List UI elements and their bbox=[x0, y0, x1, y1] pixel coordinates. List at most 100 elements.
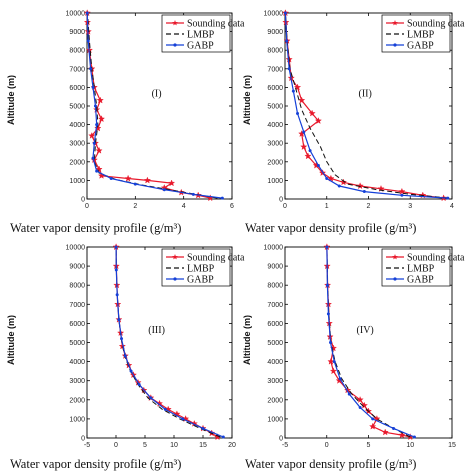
gabp-data-point bbox=[400, 193, 404, 197]
gabp-data-point bbox=[283, 11, 287, 15]
x-axis-label: Water vapor density profile (g/m³) bbox=[10, 457, 181, 471]
y-tick-label: 9000 bbox=[69, 264, 85, 271]
gabp-data-point bbox=[347, 392, 351, 396]
y-tick-label: 9000 bbox=[267, 29, 283, 36]
gabp-data-point bbox=[93, 104, 97, 108]
y-tick-label: 10000 bbox=[264, 11, 284, 18]
y-tick-label: 1000 bbox=[69, 178, 85, 185]
gabp-data-point bbox=[91, 85, 95, 89]
gabp-data-point bbox=[133, 182, 137, 186]
x-tick-label: -5 bbox=[84, 442, 90, 449]
sounding-data-point bbox=[356, 396, 364, 403]
sounding-data-point bbox=[300, 143, 308, 150]
gabp-data-point bbox=[316, 164, 320, 168]
y-tick-label: 7000 bbox=[69, 302, 85, 309]
sounding-data-point bbox=[96, 96, 104, 104]
x-tick-label: 5 bbox=[367, 442, 371, 449]
y-axis-label: Altitude (m) bbox=[6, 315, 16, 365]
sounding-data-point bbox=[167, 179, 176, 187]
y-tick-label: 4000 bbox=[69, 122, 85, 129]
gabp-data-point bbox=[201, 426, 205, 430]
gabp-data-point bbox=[123, 354, 127, 358]
legend-label-1: LMBP bbox=[187, 264, 215, 275]
legend-star-marker bbox=[172, 20, 178, 26]
gabp-data-point bbox=[338, 377, 342, 381]
sounding-data-point bbox=[95, 165, 103, 173]
gabp-data-point bbox=[392, 426, 396, 430]
y-tick-label: 8000 bbox=[69, 283, 85, 290]
sounding-data-point bbox=[308, 109, 316, 117]
sounding-data-point bbox=[398, 431, 406, 439]
legend-dot-marker bbox=[173, 43, 177, 47]
gabp-data-point bbox=[308, 149, 312, 153]
x-tick-label: 10 bbox=[406, 442, 414, 449]
y-tick-label: 0 bbox=[81, 436, 85, 443]
y-tick-label: 6000 bbox=[267, 85, 283, 92]
legend-label-2: GABP bbox=[187, 41, 214, 52]
gabp-data-point bbox=[92, 141, 96, 145]
y-tick-label: 9000 bbox=[69, 29, 85, 36]
gabp-data-point bbox=[291, 89, 295, 93]
x-tick-label: 15 bbox=[199, 442, 207, 449]
y-tick-label: 4000 bbox=[267, 122, 283, 129]
gabp-data-point bbox=[302, 130, 306, 134]
y-tick-label: 10000 bbox=[66, 11, 86, 18]
gabp-data-point bbox=[371, 417, 375, 421]
gabp-data-point bbox=[114, 245, 118, 249]
y-tick-label: 0 bbox=[81, 197, 85, 204]
y-tick-label: 2000 bbox=[267, 397, 283, 404]
gabp-data-point bbox=[332, 360, 336, 364]
gabp-data-point bbox=[120, 337, 124, 341]
y-tick-label: 3000 bbox=[267, 378, 283, 385]
y-tick-label: 7000 bbox=[267, 66, 283, 73]
gabp-data-point bbox=[329, 341, 333, 344]
gabp-data-point bbox=[95, 123, 99, 127]
x-tick-label: 10 bbox=[170, 442, 178, 449]
sounding-data-point bbox=[95, 146, 103, 154]
sounding-data-point bbox=[88, 132, 96, 139]
sounding-data-point bbox=[339, 178, 348, 186]
gabp-data-point bbox=[325, 283, 329, 287]
x-tick-label: 4 bbox=[450, 203, 454, 210]
sounding-data-point bbox=[335, 376, 343, 384]
y-tick-label: 6000 bbox=[69, 85, 85, 92]
legend-label-0: Sounding data bbox=[407, 253, 465, 264]
y-axis-label: Altitude (m) bbox=[242, 75, 252, 125]
gabp-data-point bbox=[285, 39, 289, 43]
y-tick-label: 10000 bbox=[66, 245, 86, 252]
legend-box bbox=[161, 248, 231, 287]
y-tick-label: 5000 bbox=[267, 104, 283, 111]
gabp-data-point bbox=[337, 184, 341, 188]
y-tick-label: 3000 bbox=[69, 141, 85, 148]
y-axis-label: Altitude (m) bbox=[6, 75, 16, 125]
gabp-data-point bbox=[137, 383, 141, 387]
x-tick-label: 2 bbox=[133, 203, 137, 210]
y-tick-label: 2000 bbox=[69, 397, 85, 404]
sounding-data-point bbox=[143, 176, 152, 184]
x-tick-label: 0 bbox=[114, 442, 118, 449]
legend-dot-marker bbox=[393, 43, 397, 47]
x-tick-label: 2 bbox=[367, 203, 371, 210]
gabp-data-point bbox=[149, 396, 153, 400]
sounding-data-point bbox=[381, 428, 389, 436]
legend-label-1: LMBP bbox=[407, 264, 435, 275]
sounding-data-point bbox=[94, 124, 102, 132]
x-axis-label: Water vapor density profile (g/m³) bbox=[245, 457, 416, 471]
gabp-data-point bbox=[89, 67, 93, 71]
legend-label-0: Sounding data bbox=[187, 19, 245, 30]
legend-box bbox=[381, 14, 451, 53]
x-tick-label: 1 bbox=[325, 203, 329, 210]
legend-label-2: GABP bbox=[407, 41, 434, 52]
x-axis-label: Water vapor density profile (g/m³) bbox=[245, 221, 416, 235]
legend-star-marker bbox=[172, 254, 178, 260]
gabp-data-point bbox=[325, 245, 329, 249]
y-tick-label: 1000 bbox=[267, 178, 283, 185]
panel-label: (III) bbox=[148, 325, 165, 336]
y-tick-label: 4000 bbox=[69, 359, 85, 366]
gabp-data-point bbox=[325, 177, 329, 181]
y-tick-label: 8000 bbox=[267, 283, 283, 290]
panel-label: (I) bbox=[152, 89, 162, 100]
x-axis-label: Water vapor density profile (g/m³) bbox=[10, 221, 181, 235]
y-tick-label: 6000 bbox=[267, 321, 283, 328]
y-tick-label: 2000 bbox=[267, 159, 283, 166]
